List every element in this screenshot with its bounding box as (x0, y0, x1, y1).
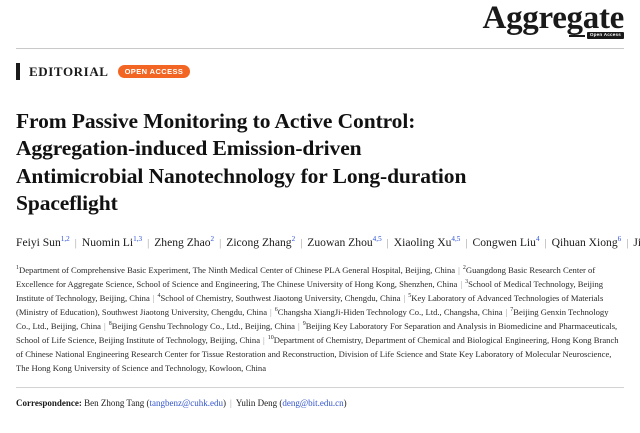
journal-title: Aggregate (482, 0, 625, 36)
author-name[interactable]: Feiyi Sun1,2 (16, 236, 70, 249)
author-name-text: Jianmin Tang (633, 236, 640, 250)
affiliation-list: 1Department of Comprehensive Basic Exper… (16, 264, 624, 375)
author-separator: | (626, 238, 629, 250)
affiliation-text: Guangdong Basic Research Center of Excel… (16, 265, 596, 290)
open-access-badge[interactable]: OPEN ACCESS (117, 64, 191, 79)
author-name[interactable]: Zuowan Zhou4,5 (307, 236, 381, 249)
article-type-label: EDITORIAL (29, 63, 109, 79)
affiliation-separator: | (152, 292, 155, 303)
author-name-text: Zuowan Zhou (307, 236, 373, 250)
author-name-text: Zheng Zhao (154, 236, 211, 250)
author-list: Feiyi Sun1,2 | Nuomin Li1,3 | Zheng Zhao2 | Zi… (16, 234, 640, 252)
affiliation-text: Department of Comprehensive Basic Experi… (19, 265, 456, 276)
affiliation-text: Beijing Genshu Technology Co., Ltd., Bei… (111, 320, 295, 331)
author-name[interactable]: Zicong Zhang2 (226, 236, 295, 249)
affiliation-separator: | (460, 279, 463, 290)
author-separator: | (386, 238, 389, 250)
author-name-text: Zicong Zhang (226, 236, 292, 250)
author-affiliation-marker: 1,2 (60, 235, 70, 244)
author-name-text: Nuomin Li (81, 236, 134, 250)
affiliation-text: School of Chemistry, Southwest Jiaotong … (160, 292, 401, 303)
article-type-accent-bar (16, 63, 20, 80)
author-name[interactable]: Zheng Zhao2 (154, 236, 214, 249)
page-title: From Passive Monitoring to Active Contro… (16, 109, 467, 215)
author-name[interactable]: Qihuan Xiong6 (552, 236, 622, 249)
affiliation-marker: 4 (157, 293, 161, 300)
author-separator: | (465, 238, 468, 250)
author-separator: | (544, 238, 547, 250)
affiliation-separator: | (270, 306, 272, 317)
author-name-text: Feiyi Sun (16, 236, 61, 250)
author-name[interactable]: Xiaoling Xu4,5 (394, 236, 461, 249)
logo-open-access-label: Open Access (586, 32, 624, 40)
affiliation-marker: 7 (510, 307, 514, 314)
author-separator: | (300, 238, 303, 250)
author-affiliation-marker: 4,5 (372, 235, 382, 244)
logo-open-access-mark: Open Access (483, 32, 624, 40)
article-type-row: EDITORIAL OPEN ACCESS (16, 49, 624, 94)
affiliation-marker: 10 (267, 334, 274, 341)
affiliation-text: Beijing Genxin Technology Co., Ltd., Bei… (16, 306, 609, 331)
corresponding-author-name: Yulin Deng ( (235, 397, 283, 408)
author-name[interactable]: Jianmin Tang6 (633, 236, 640, 249)
affiliation-text: Department of Chemistry, Department of C… (16, 334, 619, 373)
author-affiliation-marker: 2 (210, 235, 215, 244)
correspondence-paren-close: ) (343, 397, 347, 408)
correspondence-paren-close: ) (223, 397, 227, 408)
affiliation-text: Changsha XiangJi-Hiden Technology Co., L… (277, 306, 503, 317)
affiliation-marker: 9 (302, 320, 306, 327)
author-separator: | (74, 238, 77, 250)
affiliation-separator: | (403, 292, 406, 303)
affiliation-marker: 5 (408, 293, 412, 300)
corresponding-author-name: Ben Zhong Tang ( (84, 397, 150, 408)
author-affiliation-marker: 2 (291, 235, 296, 244)
corresponding-author-email-link[interactable]: tangbenz@cuhk.edu (149, 397, 224, 408)
affiliation-marker: 1 (16, 265, 19, 272)
affiliation-separator: | (505, 306, 508, 317)
affiliation-marker: 3 (465, 279, 469, 286)
author-affiliation-marker: 6 (617, 235, 622, 244)
correspondence-separator: | (230, 397, 232, 408)
affiliation-marker: 2 (462, 265, 466, 272)
author-separator: | (219, 238, 222, 250)
correspondence-divider (16, 386, 624, 388)
affiliation-text: Beijing Key Laboratory For Separation an… (16, 320, 618, 345)
journal-masthead: Aggregate Open Access (16, 0, 624, 46)
affiliation-marker: 6 (274, 307, 278, 314)
correspondence-label: Correspondence: (16, 397, 85, 408)
author-name-text: Xiaoling Xu (393, 236, 452, 250)
author-name-text: Qihuan Xiong (551, 236, 618, 250)
author-name[interactable]: Congwen Liu4 (473, 236, 540, 249)
corresponding-author-email-link[interactable]: deng@bit.edu.cn (282, 397, 344, 408)
affiliation-separator: | (458, 265, 460, 276)
masthead-divider (16, 48, 624, 49)
author-name-text: Congwen Liu (472, 236, 536, 250)
journal-logo[interactable]: Aggregate Open Access (482, 0, 625, 40)
affiliation-separator: | (298, 320, 300, 331)
author-affiliation-marker: 4,5 (451, 235, 461, 244)
correspondence-line: Correspondence: Ben Zhong Tang (tangbenz… (16, 397, 624, 411)
author-affiliation-marker: 1,3 (133, 235, 143, 244)
logo-rule (568, 34, 585, 37)
affiliation-marker: 8 (108, 320, 112, 327)
affiliation-separator: | (103, 320, 106, 331)
affiliation-text: Key Laboratory of Advanced Technologies … (16, 292, 604, 317)
author-affiliation-marker: 4 (535, 235, 540, 244)
author-name[interactable]: Nuomin Li1,3 (82, 236, 142, 249)
affiliation-text: School of Medical Technology, Beijing In… (16, 279, 604, 303)
affiliation-separator: | (263, 334, 265, 345)
author-separator: | (147, 238, 150, 250)
